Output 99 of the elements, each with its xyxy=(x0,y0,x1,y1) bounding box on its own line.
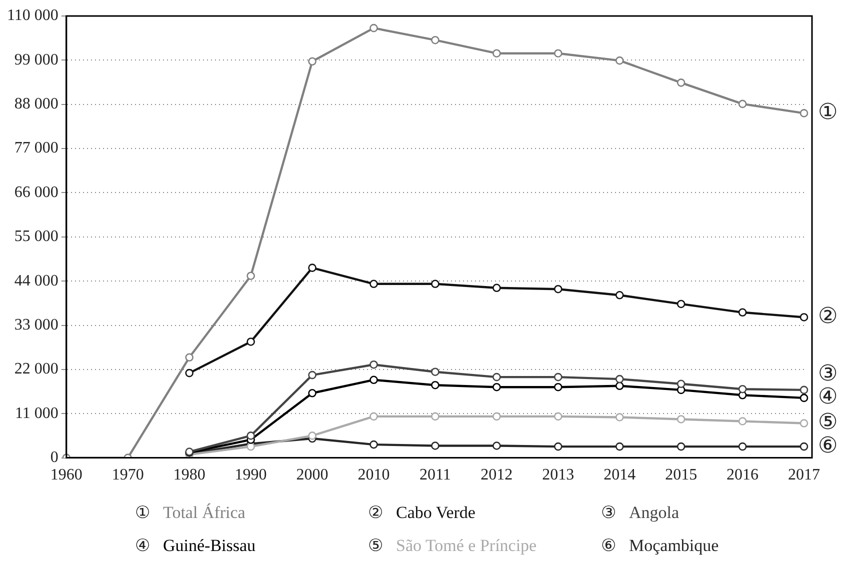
text: Total África xyxy=(163,503,246,522)
point xyxy=(246,442,255,451)
point xyxy=(554,442,562,451)
point xyxy=(308,432,316,440)
point xyxy=(246,432,255,440)
point xyxy=(676,78,686,87)
point xyxy=(492,382,501,392)
point xyxy=(370,280,378,288)
x-tick-label: 1960 xyxy=(50,466,82,484)
point xyxy=(246,272,255,280)
point xyxy=(615,382,624,390)
text: ③ xyxy=(601,503,616,522)
point xyxy=(800,419,808,428)
point xyxy=(554,412,562,421)
point xyxy=(308,388,316,398)
point xyxy=(370,360,378,369)
point xyxy=(370,440,378,449)
point xyxy=(615,413,624,422)
point xyxy=(738,384,747,394)
point xyxy=(431,442,440,450)
x-tick-label: 1970 xyxy=(112,466,144,484)
text: Moçambique xyxy=(629,536,719,555)
point xyxy=(738,442,747,451)
x-tick-label: 1990 xyxy=(234,466,267,484)
text: ① xyxy=(135,503,150,522)
point xyxy=(800,313,808,322)
x-tick-label: 2010 xyxy=(358,466,390,484)
point xyxy=(492,372,501,382)
point xyxy=(615,56,624,65)
point xyxy=(676,442,686,451)
point xyxy=(800,442,808,451)
annotation: ④ xyxy=(818,384,838,410)
point xyxy=(738,308,747,317)
y-tick-label: 44 000 xyxy=(14,272,58,290)
point xyxy=(308,57,316,66)
x-tick-label: 2017 xyxy=(788,466,820,484)
y-tick-label: 0 xyxy=(50,449,58,466)
point xyxy=(554,382,562,392)
x-tick-label: 2015 xyxy=(665,466,698,484)
point xyxy=(800,394,808,402)
y-tick-label: 55 000 xyxy=(14,228,58,246)
point xyxy=(615,374,624,384)
point xyxy=(431,412,440,421)
annotation: ⑤ xyxy=(818,410,838,435)
x-tick-label: 1980 xyxy=(173,466,206,484)
text: ⑥ xyxy=(601,536,616,555)
point xyxy=(246,338,255,346)
annotation: ② xyxy=(818,304,838,329)
x-tick-label: 2011 xyxy=(420,466,451,484)
x-tick-label: 2014 xyxy=(604,466,636,484)
point xyxy=(431,280,440,288)
point xyxy=(308,370,316,380)
point xyxy=(738,100,747,108)
y-tick-label: 11 000 xyxy=(15,404,58,422)
point xyxy=(492,49,501,58)
annotation: ③ xyxy=(818,362,838,387)
point xyxy=(738,417,747,426)
point xyxy=(554,284,562,294)
point xyxy=(431,380,440,390)
point xyxy=(185,368,194,378)
y-tick-label: 88 000 xyxy=(14,96,58,113)
point xyxy=(492,442,501,450)
y-tick-label: 22 000 xyxy=(14,360,58,378)
point xyxy=(554,49,562,58)
point xyxy=(676,380,686,388)
y-tick-label: 110 000 xyxy=(7,7,58,24)
text: ④ xyxy=(135,536,150,555)
point xyxy=(676,415,686,424)
text: Guiné-Bissau xyxy=(163,536,256,555)
point xyxy=(370,412,378,421)
text: Cabo Verde xyxy=(396,503,476,522)
text: Angola xyxy=(629,503,680,522)
text: ② xyxy=(368,503,383,522)
point xyxy=(431,368,440,376)
point xyxy=(554,372,562,382)
point xyxy=(370,24,378,32)
point xyxy=(431,36,440,44)
y-tick-label: 33 000 xyxy=(14,316,58,334)
x-tick-label: 2012 xyxy=(480,466,513,484)
x-tick-label: 2000 xyxy=(296,466,328,484)
y-tick-label: 77 000 xyxy=(14,140,58,157)
text: ⑤ xyxy=(368,536,383,555)
x-tick-label: 2016 xyxy=(726,466,759,484)
y-tick-label: 99 000 xyxy=(14,51,58,68)
point xyxy=(800,109,808,118)
point xyxy=(185,353,194,362)
point xyxy=(492,412,501,421)
annotation: ⑥ xyxy=(818,433,838,458)
text: São Tomé e Príncipe xyxy=(396,536,537,555)
annotation: ① xyxy=(818,100,838,125)
point xyxy=(800,386,808,394)
point xyxy=(370,376,378,384)
point xyxy=(615,442,624,451)
x-tick-label: 2013 xyxy=(542,466,574,484)
point xyxy=(308,264,316,272)
point xyxy=(492,284,501,292)
point xyxy=(676,300,686,308)
y-tick-label: 66 000 xyxy=(14,184,58,201)
point xyxy=(615,290,624,300)
